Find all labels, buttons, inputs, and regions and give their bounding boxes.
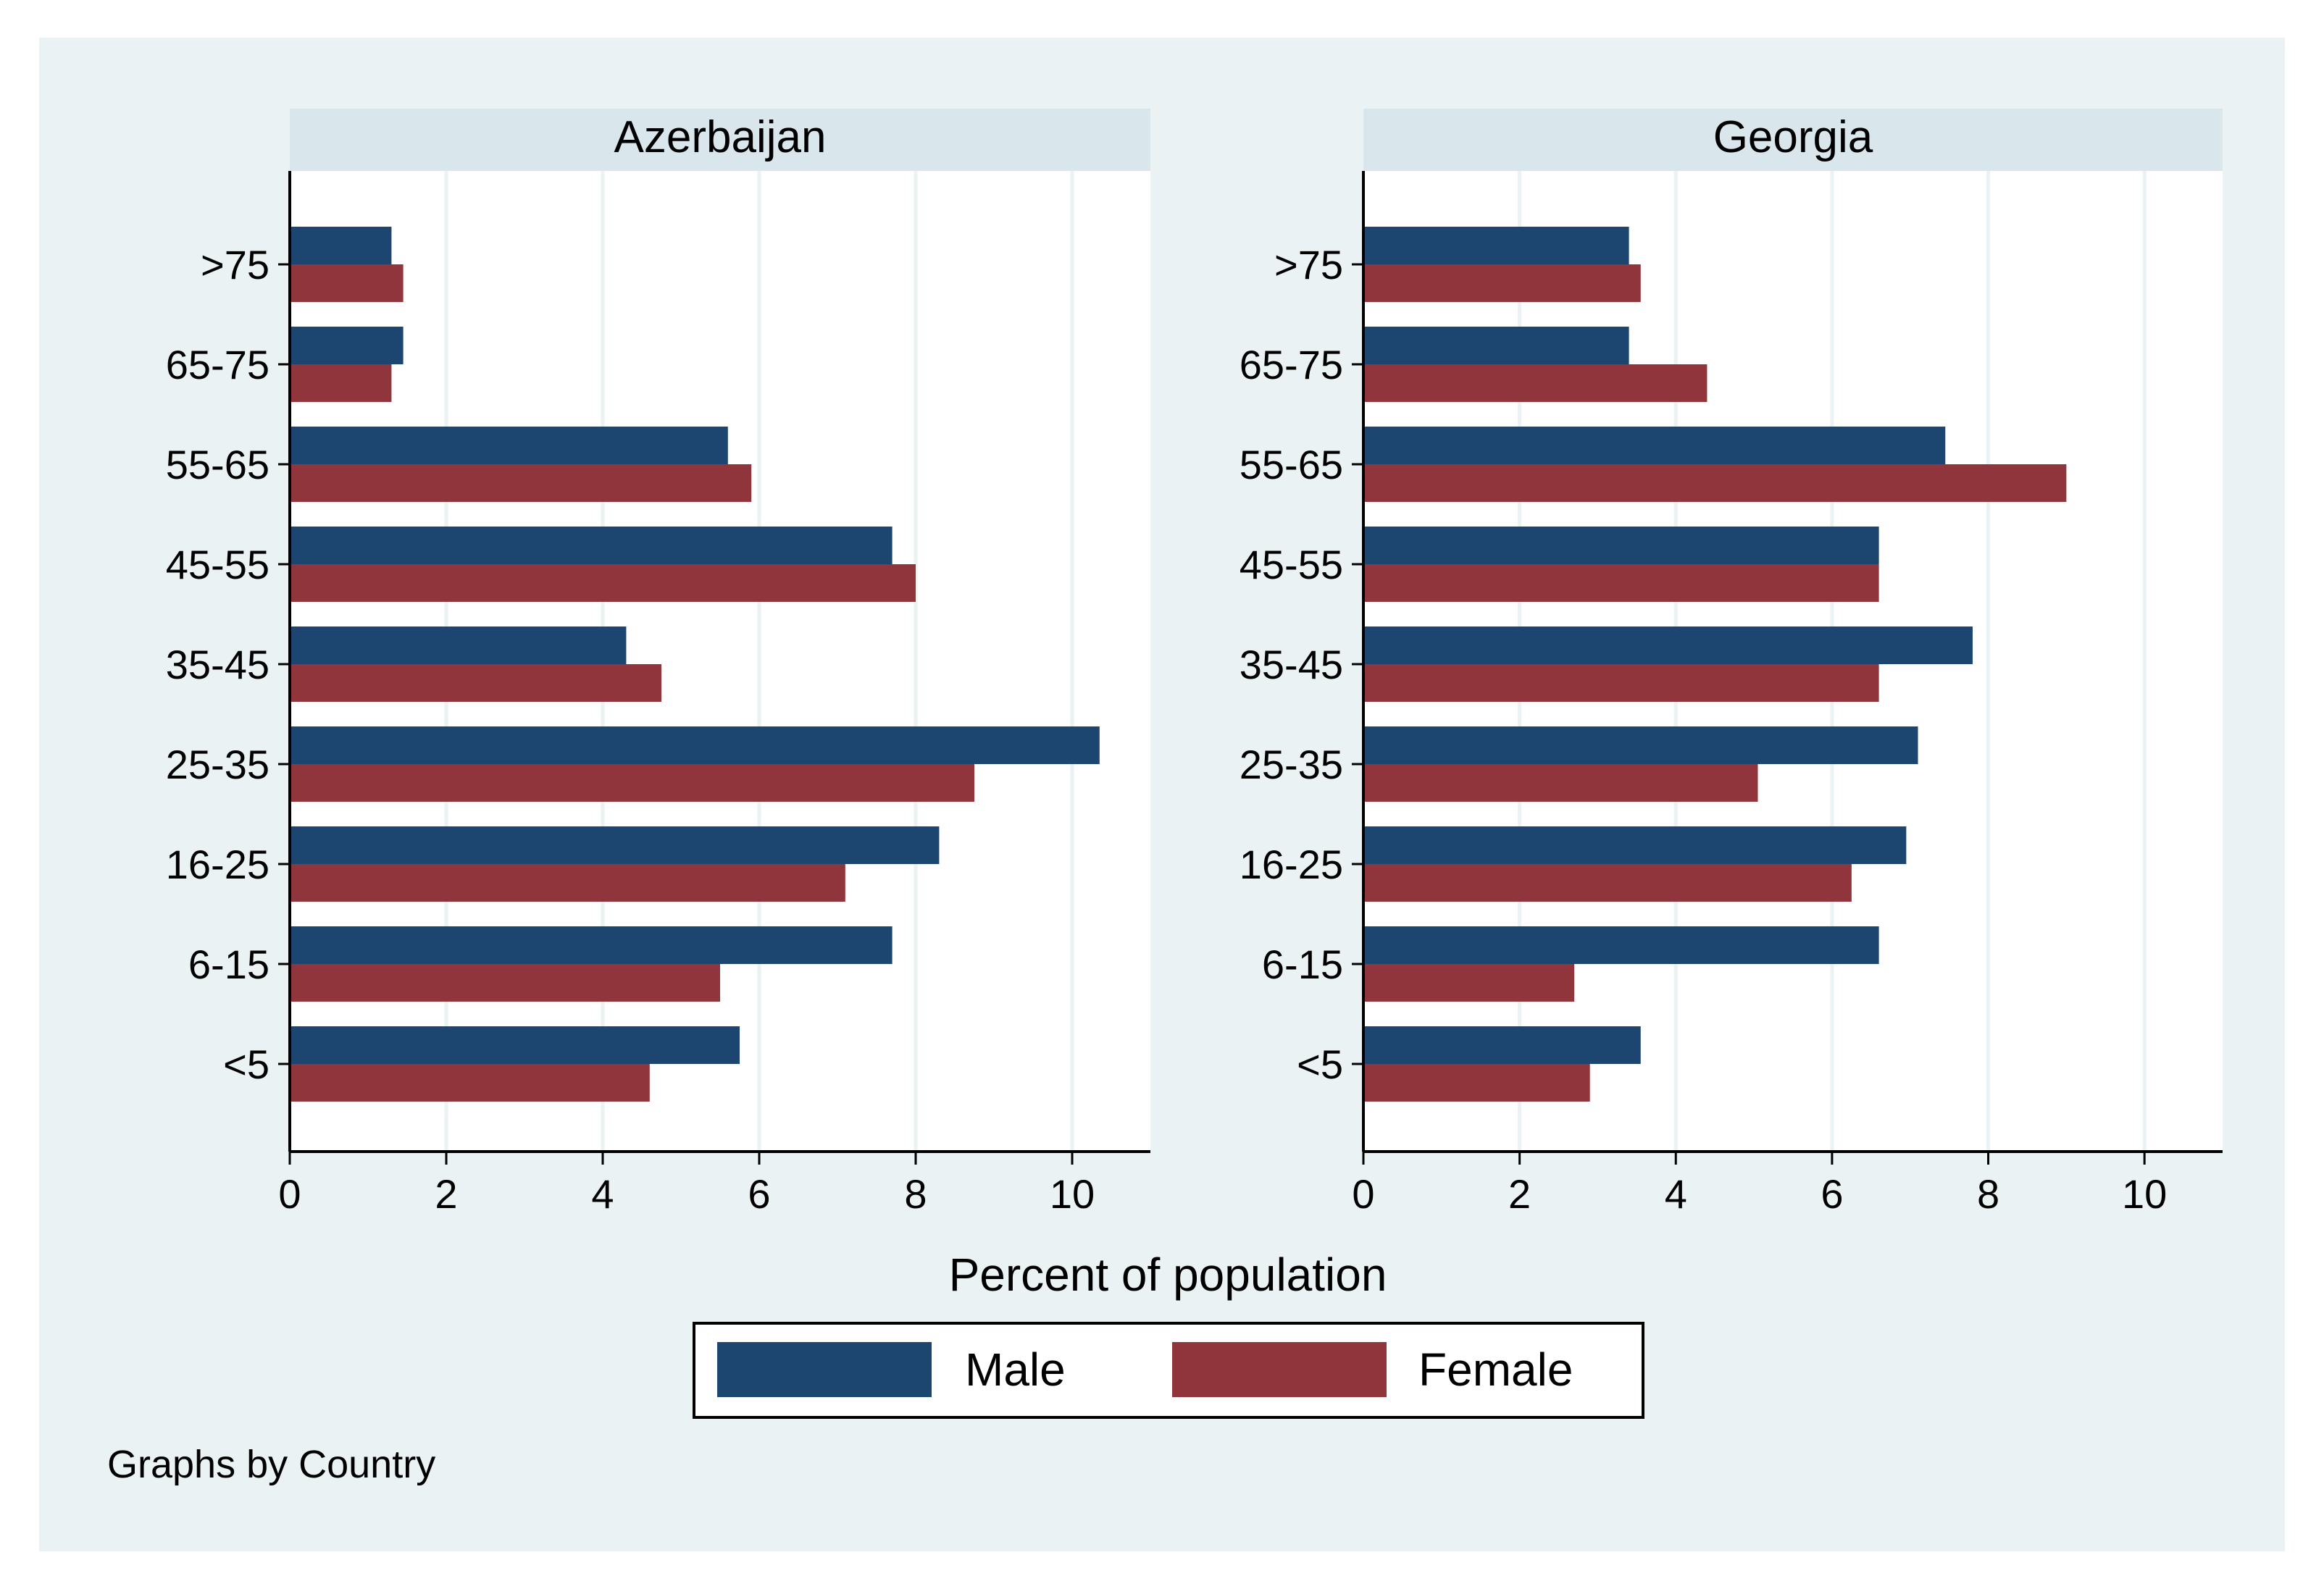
azerbaijan-bar-male [290, 826, 940, 864]
azerbaijan-bar-female [290, 364, 392, 402]
georgia-bar-female [1363, 1064, 1590, 1102]
legend: Male Female [693, 1322, 1644, 1419]
azerbaijan-panel-title: Azerbaijan [614, 112, 827, 162]
georgia-y-tick-label: 55-65 [1240, 442, 1343, 487]
azerbaijan-y-tick-label: 6-15 [188, 942, 269, 987]
azerbaijan-bar-male [290, 726, 1100, 764]
azerbaijan-bar-female [290, 464, 752, 502]
georgia-bar-male [1363, 1026, 1641, 1064]
panels-group: Azerbaijan >75 65-75 55-65 45-55 35-45 25-35 16… [166, 109, 2223, 1217]
georgia-bar-male [1363, 826, 1907, 864]
azerbaijan-x-tick-label: 6 [748, 1171, 770, 1217]
azerbaijan-y-tick-label: 35-45 [166, 642, 269, 687]
azerbaijan-header [290, 109, 1150, 171]
azerbaijan-bar-male [290, 626, 627, 664]
azerbaijan-y-tick-label: <5 [223, 1041, 269, 1087]
georgia-bar-female [1363, 664, 1879, 702]
georgia-bar-male [1363, 227, 1629, 264]
azerbaijan-bar-male [290, 1026, 740, 1064]
georgia-y-tick-label: 16-25 [1240, 842, 1343, 887]
azerbaijan-y-tick-label: 55-65 [166, 442, 269, 487]
georgia-y-tick-label: <5 [1297, 1041, 1343, 1087]
azerbaijan-bar-female [290, 964, 720, 1002]
legend-male-swatch [717, 1342, 932, 1397]
azerbaijan-bar-male [290, 427, 728, 464]
azerbaijan-x-tick-label: 2 [435, 1171, 457, 1217]
georgia-bar-male [1363, 726, 1918, 764]
legend-female-swatch [1172, 1342, 1387, 1397]
georgia-y-tick-label: >75 [1274, 242, 1343, 288]
georgia-x-tick-label: 2 [1508, 1171, 1531, 1217]
georgia-bar-male [1363, 626, 1973, 664]
georgia-bar-female [1363, 564, 1879, 602]
georgia-x-tick-label: 0 [1352, 1171, 1374, 1217]
azerbaijan-bar-female [290, 564, 916, 602]
georgia-x-tick-label: 6 [1821, 1171, 1843, 1217]
georgia-bar-male [1363, 527, 1879, 564]
graphs-note: Graphs by Country [107, 1443, 435, 1486]
azerbaijan-bar-male [290, 227, 392, 264]
azerbaijan-y-tick-label: 25-35 [166, 742, 269, 787]
azerbaijan-bar-male [290, 327, 404, 364]
georgia-panel-title: Georgia [1713, 112, 1873, 162]
azerbaijan-x-tick-label: 10 [1050, 1171, 1095, 1217]
georgia-bar-female [1363, 264, 1641, 302]
azerbaijan-x-tick-label: 0 [278, 1171, 301, 1217]
georgia-bar-male [1363, 327, 1629, 364]
georgia-y-tick-label: 6-15 [1262, 942, 1343, 987]
x-axis-title: Percent of population [949, 1249, 1387, 1301]
georgia-x-tick-label: 10 [2122, 1171, 2167, 1217]
azerbaijan-y-tick-label: 65-75 [166, 342, 269, 387]
azerbaijan-y-tick-label: 16-25 [166, 842, 269, 887]
azerbaijan-y-tick-label: 45-55 [166, 542, 269, 587]
georgia-y-tick-label: 65-75 [1240, 342, 1343, 387]
azerbaijan-bar-female [290, 1064, 650, 1102]
georgia-bar-male [1363, 427, 1946, 464]
azerbaijan-bar-female [290, 664, 661, 702]
georgia-header [1363, 109, 2223, 171]
georgia-x-tick-label: 8 [1977, 1171, 1999, 1217]
legend-male-label: Male [965, 1344, 1066, 1396]
georgia-bar-female [1363, 764, 1758, 802]
azerbaijan-bar-female [290, 764, 974, 802]
georgia-bar-female [1363, 964, 1575, 1002]
georgia-bar-female [1363, 864, 1852, 902]
georgia-y-tick-label: 45-55 [1240, 542, 1343, 587]
georgia-bar-male [1363, 926, 1879, 964]
georgia-y-tick-label: 25-35 [1240, 742, 1343, 787]
georgia-bar-female [1363, 364, 1708, 402]
azerbaijan-bar-female [290, 864, 845, 902]
azerbaijan-bar-male [290, 926, 893, 964]
azerbaijan-bar-female [290, 264, 404, 302]
azerbaijan-x-tick-label: 8 [904, 1171, 927, 1217]
azerbaijan-x-tick-label: 4 [591, 1171, 614, 1217]
azerbaijan-bar-male [290, 527, 893, 564]
georgia-bar-female [1363, 464, 2067, 502]
legend-female-label: Female [1418, 1344, 1573, 1396]
georgia-x-tick-label: 4 [1665, 1171, 1687, 1217]
azerbaijan-y-tick-label: >75 [201, 242, 269, 288]
georgia-y-tick-label: 35-45 [1240, 642, 1343, 687]
